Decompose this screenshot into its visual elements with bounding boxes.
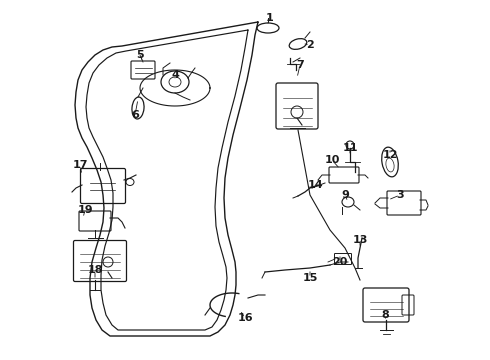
Text: 9: 9	[341, 190, 349, 200]
Text: 13: 13	[352, 235, 368, 245]
Text: 18: 18	[87, 265, 103, 275]
Text: 12: 12	[382, 150, 398, 160]
Text: 5: 5	[136, 50, 144, 60]
Text: 10: 10	[324, 155, 340, 165]
Text: 8: 8	[381, 310, 389, 320]
Text: 16: 16	[237, 313, 253, 323]
Text: 7: 7	[296, 60, 304, 70]
Text: 20: 20	[332, 257, 348, 267]
Text: 4: 4	[171, 70, 179, 80]
Text: 11: 11	[342, 143, 358, 153]
Text: 14: 14	[307, 180, 323, 190]
Text: 19: 19	[77, 205, 93, 215]
Text: 15: 15	[302, 273, 318, 283]
Text: 2: 2	[306, 40, 314, 50]
Text: 6: 6	[131, 110, 139, 120]
Text: 17: 17	[72, 160, 88, 170]
Text: 1: 1	[266, 13, 274, 23]
Text: 3: 3	[396, 190, 404, 200]
